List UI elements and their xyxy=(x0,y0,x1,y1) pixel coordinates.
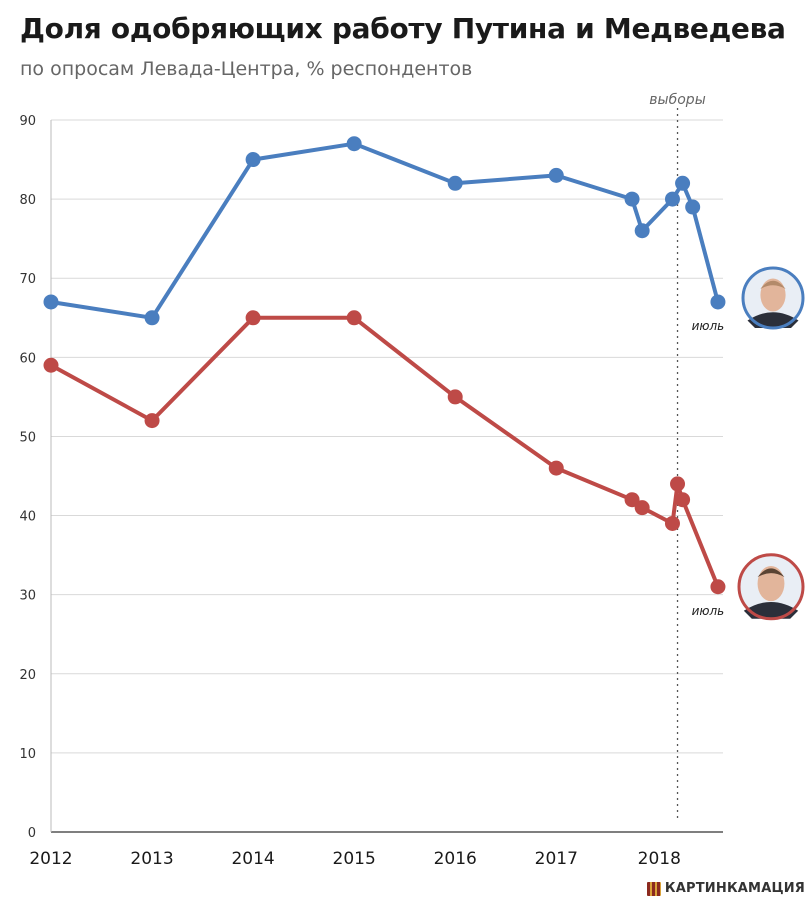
election-marker-label: выборы xyxy=(649,92,705,108)
data-point-putin xyxy=(685,199,701,215)
x-tick-label: 2016 xyxy=(434,849,477,869)
series-line-putin xyxy=(49,141,720,320)
chart-title: Доля одобряющих работу Путина и Медведев… xyxy=(20,12,786,45)
data-point-medvedev xyxy=(548,460,564,476)
y-tick-label: 0 xyxy=(28,826,36,841)
data-point-medvedev xyxy=(675,492,691,508)
data-point-putin xyxy=(144,310,160,326)
y-tick-label: 70 xyxy=(19,272,36,287)
y-tick-label: 50 xyxy=(19,430,36,445)
end-label-medvedev: июль xyxy=(692,604,725,618)
series-line-medvedev xyxy=(49,315,720,589)
data-point-medvedev xyxy=(664,515,680,531)
data-point-putin xyxy=(447,175,463,191)
branding: КАРТИНКАМАЦИЯ xyxy=(646,881,805,896)
data-point-medvedev xyxy=(634,500,650,516)
x-tick-label: 2012 xyxy=(29,849,72,869)
data-point-putin xyxy=(634,223,650,239)
data-point-putin xyxy=(675,175,691,191)
end-label-putin: июль xyxy=(692,319,725,333)
avatar-medvedev xyxy=(737,553,805,621)
avatar-putin xyxy=(741,266,805,330)
y-tick-label: 20 xyxy=(19,668,36,683)
y-tick-label: 80 xyxy=(19,193,36,208)
data-point-medvedev xyxy=(43,357,59,373)
data-point-medvedev xyxy=(447,389,463,405)
data-point-medvedev xyxy=(144,413,160,429)
data-point-putin xyxy=(664,191,680,207)
x-tick-label: 2014 xyxy=(231,849,274,869)
data-point-medvedev xyxy=(670,476,686,492)
data-point-putin xyxy=(710,294,726,310)
data-point-medvedev xyxy=(710,579,726,595)
x-tick-label: 2013 xyxy=(130,849,173,869)
x-tick-label: 2017 xyxy=(535,849,578,869)
x-tick-label: 2015 xyxy=(333,849,376,869)
y-tick-label: 40 xyxy=(19,510,36,525)
data-point-putin xyxy=(43,294,59,310)
data-point-putin xyxy=(624,191,640,207)
data-point-medvedev xyxy=(624,492,640,508)
data-point-putin xyxy=(548,167,564,183)
data-point-putin xyxy=(346,136,362,152)
data-point-medvedev xyxy=(245,310,261,326)
brand-label: КАРТИНКАМАЦИЯ xyxy=(664,881,805,896)
y-tick-label: 30 xyxy=(19,589,36,604)
data-point-putin xyxy=(245,152,261,168)
data-point-medvedev xyxy=(346,310,362,326)
x-tick-label: 2018 xyxy=(638,849,681,869)
brand-logo-icon xyxy=(646,881,661,896)
y-tick-label: 10 xyxy=(19,747,36,762)
chart-subtitle: по опросам Левада-Центра, % респондентов xyxy=(20,58,473,80)
y-tick-label: 60 xyxy=(19,351,36,366)
y-tick-label: 90 xyxy=(19,114,36,129)
